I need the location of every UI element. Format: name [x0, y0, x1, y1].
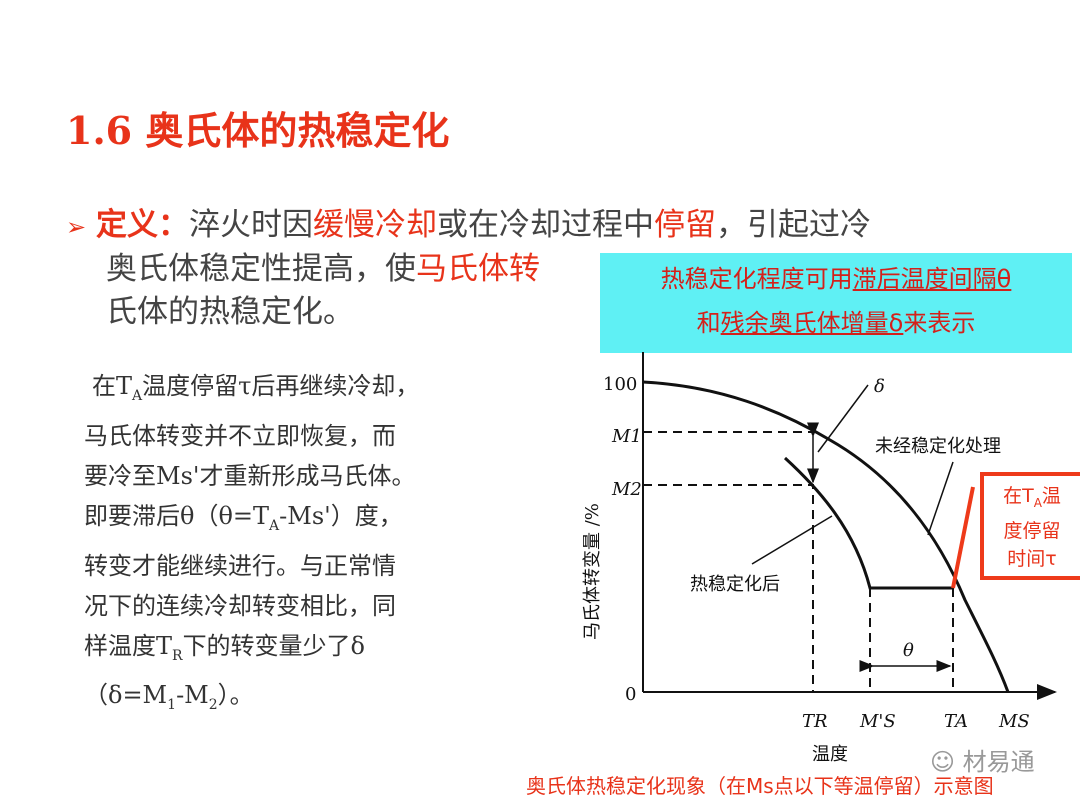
text: 淬火时因: [188, 207, 313, 243]
watermark-text: 材易通: [962, 748, 1035, 776]
t: 即要滞后θ（θ=T: [84, 501, 270, 530]
x-tick-ms: MS: [998, 711, 1030, 732]
text: 热稳定化程度可用: [660, 265, 853, 293]
arrow-bullet-icon: ➢: [66, 213, 87, 241]
y-tick-m1: M1: [611, 426, 642, 447]
highlight: 停留: [653, 207, 716, 243]
text: 来表示: [903, 309, 976, 337]
t: 温度停留τ后再继续冷却，: [142, 372, 420, 400]
underlined-term: 滞后温度间隔θ: [852, 265, 1012, 293]
untreated-curve: [642, 380, 1010, 693]
t: 要冷至Ms'才重新形成马氏体。: [84, 461, 416, 490]
explanation-text: 在TA温度停留τ后再继续冷却， 马氏体转变并不立即恢复，而 要冷至Ms'才重新形…: [84, 366, 419, 725]
y-tick-100: 100: [603, 374, 637, 395]
t: 转变才能继续进行。与正常情: [84, 551, 396, 580]
untreated-leader: [927, 461, 954, 536]
t: A: [132, 387, 143, 404]
red-pointer: [951, 486, 975, 589]
t: 时间τ: [1007, 547, 1057, 570]
delta-label: δ: [874, 376, 885, 397]
text: 或在冷却过程中: [436, 207, 654, 243]
t: A: [269, 517, 280, 534]
y-tick-0: 0: [625, 684, 636, 705]
t: ）。: [217, 681, 254, 710]
y-tick-m2: M2: [611, 479, 642, 500]
callout-box: 热稳定化程度可用滞后温度间隔θ 和残余奥氏体增量δ来表示: [600, 253, 1072, 353]
untreated-label: 未经稳定化处理: [875, 436, 1001, 457]
highlight: 马氏体转: [416, 251, 540, 287]
t: 在T: [1003, 485, 1034, 507]
t: 1: [167, 697, 177, 714]
t: 样温度T: [84, 631, 173, 660]
t: 下的转变量少了δ: [182, 631, 366, 660]
page-title: 1.6 奥氏体的热稳定化: [66, 108, 450, 153]
t: A: [1033, 495, 1042, 510]
hold-time-box: 在TA温 度停留 时间τ: [980, 472, 1080, 580]
text: 奥氏体稳定性提高，使: [106, 251, 416, 287]
y-axis-label: 马氏体转变量 /%: [582, 503, 603, 640]
t: -M: [176, 681, 209, 710]
x-tick-ms-prime: M'S: [859, 711, 896, 732]
t: 温: [1041, 485, 1061, 507]
theta-label: θ: [903, 640, 914, 661]
text: ，引起过冷: [715, 207, 871, 243]
definition-line-3: 氏体的热稳定化。: [106, 294, 354, 330]
t: R: [172, 647, 183, 664]
t: 况下的连续冷却转变相比，同: [84, 591, 396, 620]
t: 度停留: [1003, 519, 1061, 542]
t: 马氏体转变并不立即恢复，而: [84, 421, 396, 450]
x-axis-label: 温度: [812, 744, 848, 765]
wechat-icon: ☺: [930, 748, 956, 776]
t: 2: [208, 697, 218, 714]
definition-label: 定义：: [95, 207, 189, 243]
x-tick-tr: TR: [802, 711, 828, 732]
definition-line-2: 奥氏体稳定性提高，使马氏体转: [106, 248, 540, 291]
t: -Ms'）度，: [279, 501, 403, 530]
text: 和: [696, 309, 721, 337]
figure-caption: 奥氏体热稳定化现象（在Ms点以下等温停留）示意图: [526, 774, 994, 798]
definition-line-1: ➢ 定义：淬火时因缓慢冷却或在冷却过程中停留，引起过冷: [66, 204, 871, 249]
stabilized-label: 热稳定化后: [690, 574, 780, 595]
t: 在T: [92, 372, 133, 400]
stabilized-leader: [751, 515, 833, 565]
highlight: 缓慢冷却: [312, 207, 437, 243]
stabilized-curve: [783, 456, 953, 590]
watermark: ☺ 材易通: [930, 742, 1035, 777]
t: （δ=M: [84, 681, 168, 710]
underlined-term: 残余奥氏体增量δ: [720, 309, 904, 337]
delta-leader: [817, 384, 869, 453]
x-tick-ta: TA: [944, 711, 968, 732]
